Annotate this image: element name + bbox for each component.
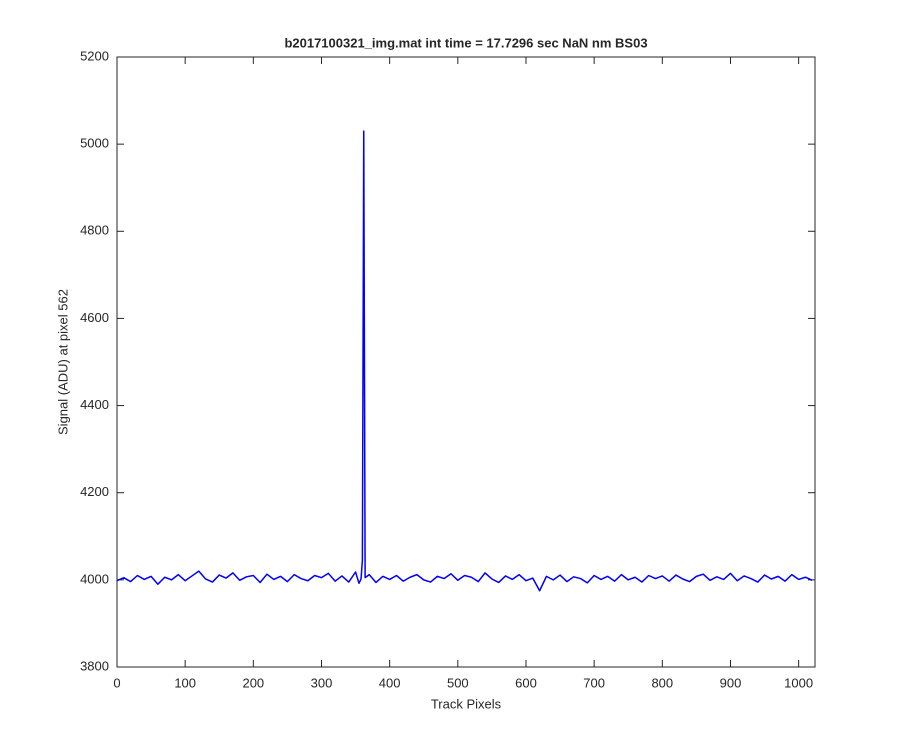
x-tick-label: 800 (651, 675, 673, 690)
y-tick-label: 4400 (80, 397, 109, 412)
series-line (116, 130, 813, 592)
y-tick-label: 4000 (80, 571, 109, 586)
x-tick-label: 300 (311, 675, 333, 690)
x-tick-label: 900 (720, 675, 742, 690)
chart-title: b2017100321_img.mat int time = 17.7296 s… (284, 35, 647, 50)
y-tick-label: 4800 (80, 223, 109, 238)
x-tick-label: 1000 (784, 675, 813, 690)
x-tick-label: 200 (242, 675, 264, 690)
x-tick-label: 500 (447, 675, 469, 690)
y-tick-label: 5200 (80, 48, 109, 63)
axes (116, 56, 815, 668)
y-tick-label: 4600 (80, 310, 109, 325)
y-tick-label: 4200 (80, 484, 109, 499)
x-tick-label: 600 (515, 675, 537, 690)
x-tick-label: 100 (174, 675, 196, 690)
x-tick-label: 400 (379, 675, 401, 690)
y-axis-label: Signal (ADU) at pixel 562 (55, 289, 70, 435)
x-axis-label: Track Pixels (431, 696, 502, 711)
plot-box (116, 56, 816, 668)
y-tick-label: 3800 (80, 658, 109, 673)
x-tick-label: 0 (113, 675, 120, 690)
y-tick-label: 5000 (80, 136, 109, 151)
x-tick-label: 700 (583, 675, 605, 690)
